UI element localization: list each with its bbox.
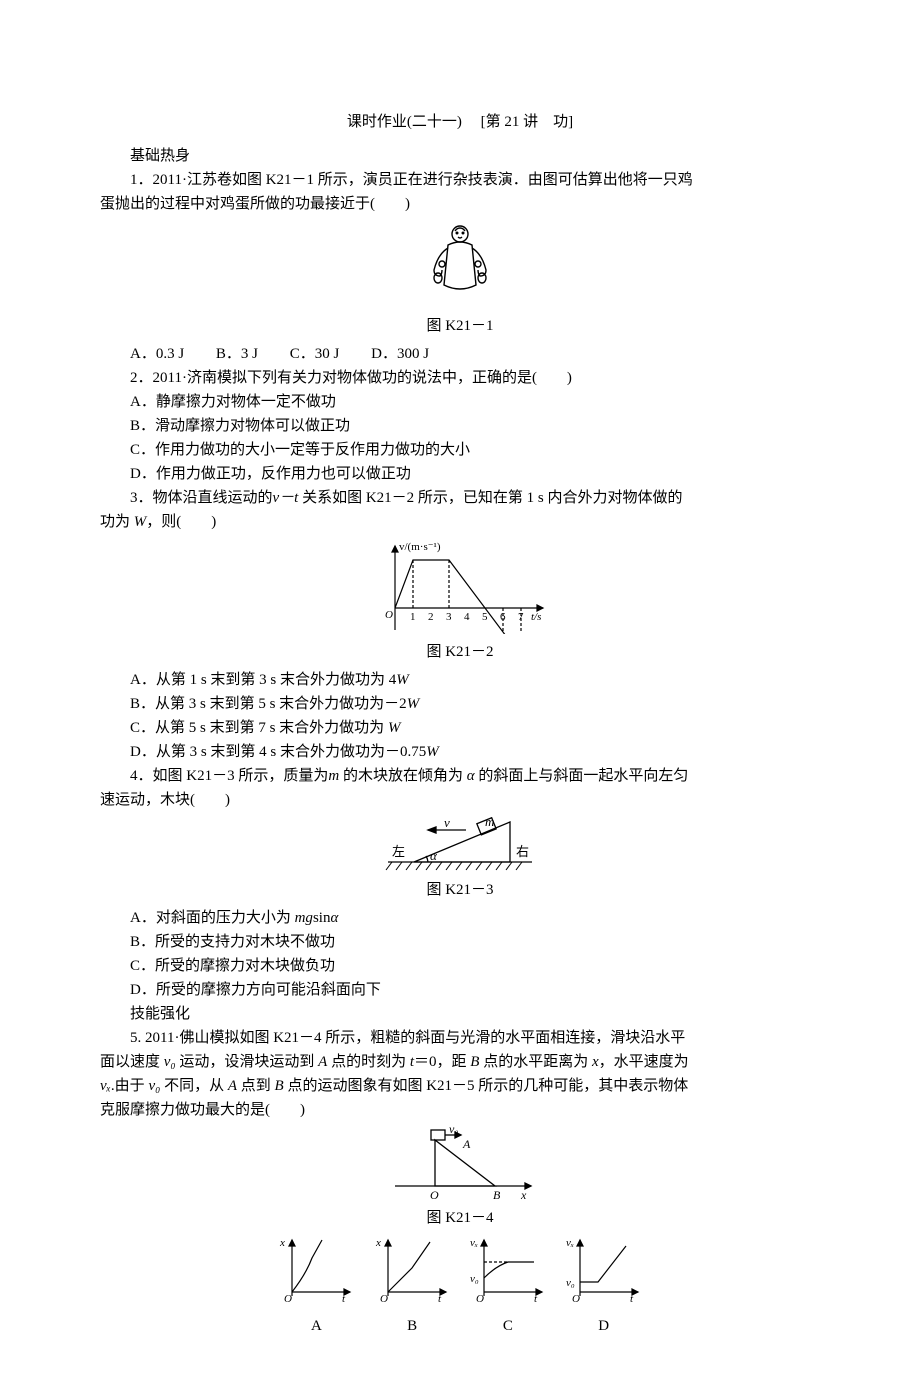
q5-graph-D: vₓ v₀ O t D [564, 1234, 644, 1338]
q3-opt-B: B．从第 3 s 末到第 5 s 末合外力做功为－2W [100, 692, 820, 716]
q2-stem: 2．2011·济南模拟下列有关力对物体做功的说法中，正确的是( ) [100, 366, 820, 390]
svg-text:vₓ: vₓ [566, 1237, 574, 1249]
q3-figure-label: 图 K21－2 [100, 640, 820, 664]
q5-stem-l1: 5. 2011·佛山模拟如图 K21－4 所示，粗糙的斜面与光滑的水平面相连接，… [100, 1026, 820, 1050]
q3-stem-c: 功为 [100, 514, 134, 530]
q5-option-graphs: x O t A x O t B [100, 1234, 820, 1338]
svg-text:x: x [520, 1188, 527, 1202]
q5-graph-B: x O t B [372, 1234, 452, 1338]
q4-opt-A: A．对斜面的压力大小为 mgsinα [100, 906, 820, 930]
svg-text:5: 5 [482, 611, 488, 623]
q1-figure-label: 图 K21－1 [100, 314, 820, 338]
q4-v-label: v [444, 816, 450, 830]
q5-stem-l3: vₓ.由于 v₀ 不同，从 A 点到 B 点的运动图象有如图 K21－5 所示的… [100, 1074, 820, 1098]
svg-text:4: 4 [464, 611, 470, 623]
q3-stem-b: 关系如图 K21－2 所示，已知在第 1 s 内合外力对物体做的 [298, 490, 682, 506]
q1-figure [100, 220, 820, 312]
q4-right: 右 [516, 844, 529, 859]
svg-text:O: O [284, 1293, 292, 1304]
q5-cap-B: B [372, 1314, 452, 1338]
q3-vt: v－t [273, 490, 299, 506]
q4-opt-D: D．所受的摩擦力方向可能沿斜面向下 [100, 978, 820, 1002]
q4-alpha-label: α [430, 848, 438, 863]
svg-text:O: O [476, 1293, 484, 1304]
title-left: 课时作业(二十一) [347, 114, 462, 130]
q3-opt-C: C．从第 5 s 末到第 7 s 末合外力做功为 W [100, 716, 820, 740]
q4-opt-C: C．所受的摩擦力对木块做负功 [100, 954, 820, 978]
q5-stem-l4: 克服摩擦力做功最大的是( ) [100, 1098, 820, 1122]
incline-plane-diagram: v₀ A O B x [375, 1126, 545, 1204]
q3-opt-A: A．从第 1 s 末到第 3 s 末合外力做功为 4W [100, 668, 820, 692]
q4-stem: 4．如图 K21－3 所示，质量为 m 的木块放在倾角为 α 的斜面上与斜面一起… [100, 764, 820, 788]
q5-stem-l2: 面以速度 v₀ 运动，设滑块运动到 A 点的时刻为 t＝0，距 B 点的水平距离… [100, 1050, 820, 1074]
svg-text:O: O [572, 1293, 580, 1304]
q1-opt-C: C．30 J [290, 346, 340, 362]
juggler-illustration [412, 220, 508, 312]
svg-text:v₀: v₀ [449, 1126, 459, 1136]
svg-text:t/s: t/s [531, 611, 541, 623]
q5-graph-A: x O t A [276, 1234, 356, 1338]
svg-text:v₀: v₀ [566, 1277, 575, 1289]
q5-cap-A: A [276, 1314, 356, 1338]
incline-diagram: v m α 左 右 [370, 816, 550, 876]
q3-opt-D: D．从第 3 s 末到第 4 s 末合外力做功为－0.75W [100, 740, 820, 764]
q2-opt-B: B．滑动摩擦力对物体可以做正功 [100, 414, 820, 438]
svg-text:vₓ: vₓ [470, 1237, 478, 1249]
q4-stem2: 速运动，木块( ) [100, 788, 820, 812]
q4-left: 左 [392, 844, 405, 859]
q5-graph-C: vₓ v₀ O t C [468, 1234, 548, 1338]
q5-fig4-label: 图 K21－4 [100, 1206, 820, 1230]
svg-text:B: B [493, 1188, 501, 1202]
q3-stem: 3．物体沿直线运动的 v－t 关系如图 K21－2 所示，已知在第 1 s 内合… [100, 486, 820, 510]
q1-opt-D: D．300 J [371, 346, 429, 362]
section-warmup: 基础热身 [100, 144, 820, 168]
section-skill: 技能强化 [100, 1002, 820, 1026]
q1-stem-line2: 蛋抛出的过程中对鸡蛋所做的功最接近于( ) [100, 192, 820, 216]
q3-stem-d: ，则( ) [146, 514, 216, 530]
q2-opt-A: A．静摩擦力对物体一定不做功 [100, 390, 820, 414]
q3-stem-a: 3．物体沿直线运动的 [100, 486, 273, 510]
q2-opt-C: C．作用力做功的大小一定等于反作用力做功的大小 [100, 438, 820, 462]
svg-text:A: A [462, 1137, 471, 1151]
q1-stem-line1: 1．2011·江苏卷如图 K21－1 所示，演员正在进行杂技表演．由图可估算出他… [100, 168, 820, 192]
svg-text:3: 3 [446, 611, 452, 623]
svg-text:x: x [375, 1237, 381, 1249]
q1-opt-B: B．3 J [216, 346, 258, 362]
q4-figure: v m α 左 右 [100, 816, 820, 876]
svg-text:7: 7 [518, 611, 524, 623]
svg-text:1: 1 [410, 611, 416, 623]
q2-opt-D: D．作用力做正功，反作用力也可以做正功 [100, 462, 820, 486]
q5-cap-D: D [564, 1314, 644, 1338]
svg-text:6: 6 [500, 611, 506, 623]
svg-text:2: 2 [428, 611, 434, 623]
q4-opt-B: B．所受的支持力对木块不做功 [100, 930, 820, 954]
q1-opt-A: A．0.3 J [130, 346, 184, 362]
q3-W: W [134, 514, 147, 530]
q5-cap-C: C [468, 1314, 548, 1338]
svg-text:v₀: v₀ [470, 1273, 479, 1285]
q1-options: A．0.3 J B．3 J C．30 J D．300 J [100, 342, 820, 366]
svg-text:x: x [279, 1237, 285, 1249]
vt-graph: v/(m·s⁻¹) O 123 456 7 t/s [365, 538, 555, 638]
q3-stem2: 功为 W，则( ) [100, 510, 820, 534]
svg-text:O: O [380, 1293, 388, 1304]
vt-ylabel: v/(m·s⁻¹) [399, 541, 441, 553]
svg-text:O: O [430, 1188, 439, 1202]
q3-figure: v/(m·s⁻¹) O 123 456 7 t/s [100, 538, 820, 638]
page-title: 课时作业(二十一) [第 21 讲 功] [100, 110, 820, 134]
q4-m-label: m [485, 816, 494, 829]
q5-fig4: v₀ A O B x [100, 1126, 820, 1204]
title-right: [第 21 讲 功] [481, 114, 574, 130]
vt-origin: O [385, 609, 393, 621]
q4-figure-label: 图 K21－3 [100, 878, 820, 902]
